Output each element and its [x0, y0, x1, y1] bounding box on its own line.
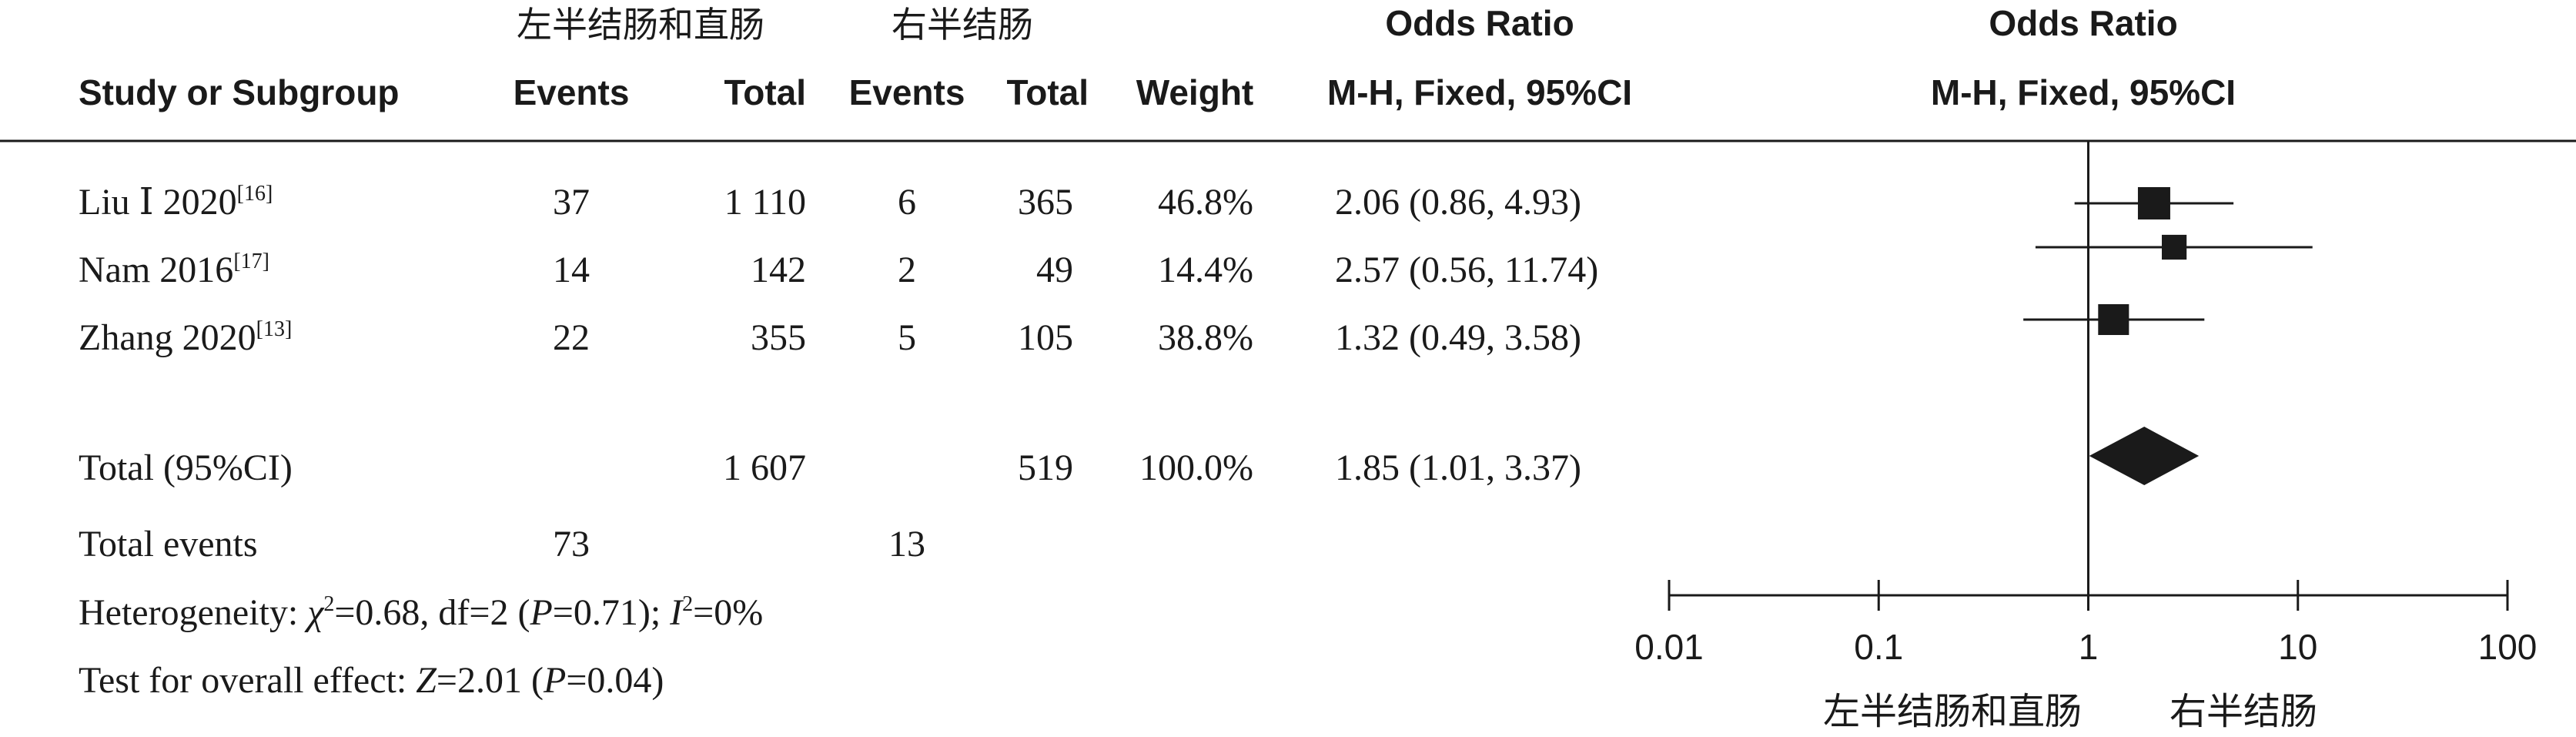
forest-plot-area: 0.01 0.1 1 10 100 左半结肠和直肠 右半结肠: [1634, 141, 2537, 733]
x-tick-label: 1: [2079, 627, 2099, 667]
study-total1: 355: [751, 317, 806, 358]
study-row: Zhang 2020[13] 22 355 5 105 38.8% 1.32 (…: [79, 317, 1581, 358]
or-title: Odds Ratio: [1385, 3, 1574, 43]
total-total1: 1 607: [723, 447, 806, 488]
study-total2: 105: [1018, 317, 1073, 358]
study-events2: 6: [898, 182, 916, 223]
plot-title: Odds Ratio: [1989, 3, 2177, 43]
study-marker: [2162, 234, 2187, 260]
events-row: Total events 73 13: [79, 524, 925, 564]
pooled-diamond: [2089, 427, 2200, 485]
events-total2: 13: [888, 524, 925, 564]
total-total2: 519: [1018, 447, 1073, 488]
events-total1: 73: [553, 524, 590, 564]
study-name: Zhang 2020[13]: [79, 317, 292, 358]
study-weight: 14.4%: [1158, 250, 1253, 290]
study-events1: 37: [553, 182, 590, 223]
total-weight: 100.0%: [1139, 447, 1253, 488]
favours-right-label: 右半结肠: [2170, 690, 2317, 733]
study-name: Nam 2016[17]: [79, 250, 269, 290]
study-total2: 49: [1036, 250, 1073, 290]
total-row: Total (95%CI) 1 607 519 100.0% 1.85 (1.0…: [79, 447, 1581, 488]
study-events1: 14: [553, 250, 590, 290]
study-total1: 142: [751, 250, 806, 290]
or-method-header: M-H, Fixed, 95%CI: [1327, 72, 1632, 112]
heterogeneity-text: Heterogeneity: χ2=0.68, df=2 (P=0.71); I…: [79, 592, 763, 633]
events-label: Total events: [79, 524, 258, 564]
study-or-ci: 1.32 (0.49, 3.58): [1335, 317, 1581, 358]
study-or-ci: 2.06 (0.86, 4.93): [1335, 182, 1581, 223]
study-marker: [2098, 303, 2129, 336]
favours-left-label: 左半结肠和直肠: [1823, 690, 2082, 733]
events2-header: Events: [849, 72, 965, 112]
total-label: Total (95%CI): [79, 447, 293, 488]
weight-header: Weight: [1136, 72, 1253, 112]
study-events2: 5: [898, 317, 916, 358]
study-events1: 22: [553, 317, 590, 358]
study-column-header: Study or Subgroup: [79, 72, 400, 112]
study-total1: 1 110: [724, 182, 806, 223]
x-tick-label: 0.01: [1634, 627, 1704, 667]
group1-header: 左半结肠和直肠: [517, 4, 764, 45]
x-tick-label: 0.1: [1854, 627, 1903, 667]
study-weight: 38.8%: [1158, 317, 1253, 358]
plot-method-header: M-H, Fixed, 95%CI: [1931, 72, 2236, 112]
total-or-ci: 1.85 (1.01, 3.37): [1335, 447, 1581, 488]
study-marker: [2137, 187, 2170, 219]
study-or-ci: 2.57 (0.56, 11.74): [1335, 250, 1598, 290]
study-row: Liu Ⅰ 2020[16] 37 1 110 6 365 46.8% 2.06…: [79, 182, 1581, 223]
study-events2: 2: [898, 250, 916, 290]
x-tick-label: 10: [2278, 627, 2317, 667]
events1-header: Events: [514, 72, 630, 112]
study-total2: 365: [1018, 182, 1073, 223]
study-name: Liu Ⅰ 2020[16]: [79, 182, 273, 223]
group2-header: 右半结肠: [892, 4, 1033, 45]
study-weight: 46.8%: [1158, 182, 1253, 223]
total2-header: Total: [1007, 72, 1089, 112]
x-tick-label: 100: [2478, 627, 2538, 667]
total1-header: Total: [724, 72, 806, 112]
study-row: Nam 2016[17] 14 142 2 49 14.4% 2.57 (0.5…: [79, 250, 1598, 290]
overall-effect-text: Test for overall effect: Z=2.01 (P=0.04): [79, 660, 664, 701]
